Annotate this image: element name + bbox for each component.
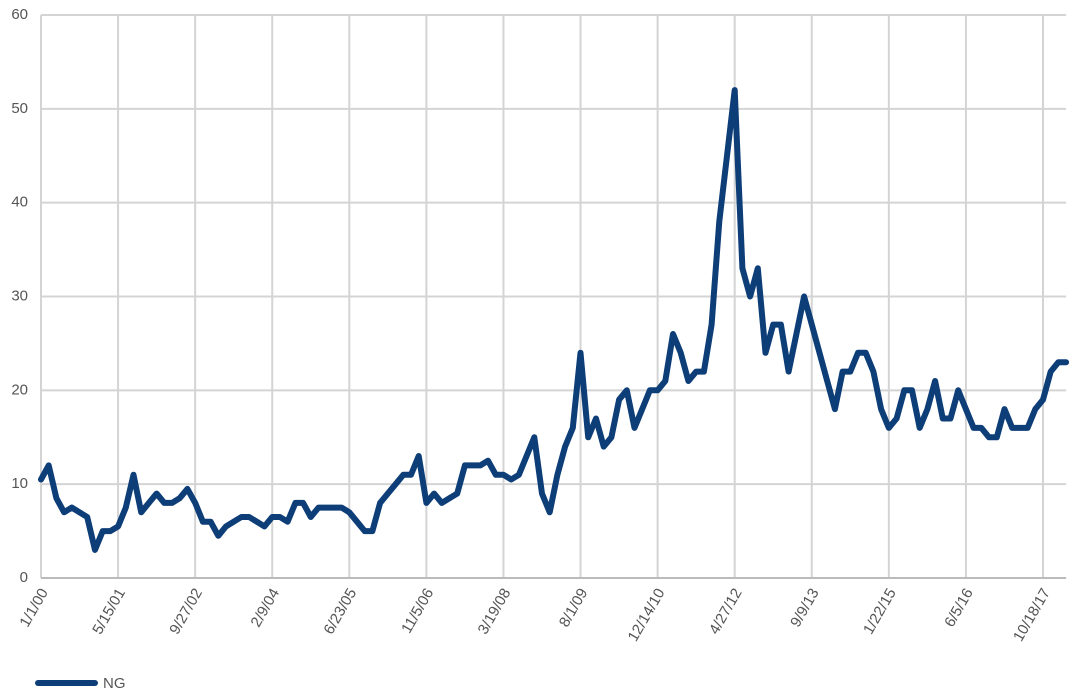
- x-tick-label: 5/15/01: [89, 585, 129, 637]
- legend-label: NG: [103, 675, 126, 692]
- x-tick-label: 11/5/06: [398, 585, 437, 636]
- y-tick-label: 30: [11, 287, 28, 304]
- x-tick-label: 1/22/15: [860, 585, 900, 637]
- y-tick-label: 60: [11, 6, 28, 23]
- data-line: [38, 87, 1070, 553]
- x-tick-label: 6/23/05: [320, 585, 360, 637]
- x-tick-label: 4/27/12: [706, 585, 746, 637]
- x-tick-label: 1/1/00: [16, 585, 52, 630]
- x-tick-label: 2/9/04: [248, 585, 284, 630]
- y-tick-label: 0: [20, 569, 28, 586]
- x-tick-label: 6/5/16: [941, 585, 977, 630]
- y-tick-label: 50: [11, 100, 28, 117]
- x-tick-label: 10/18/17: [1010, 585, 1054, 644]
- x-tick-label: 9/9/13: [787, 585, 823, 630]
- y-tick-label: 40: [11, 194, 28, 211]
- x-tick-label: 12/14/10: [625, 585, 669, 644]
- x-tick-label: 3/19/08: [475, 585, 515, 637]
- y-tick-label: 10: [11, 475, 28, 492]
- x-tick-label: 9/27/02: [166, 585, 206, 637]
- x-tick-label: 8/1/09: [556, 585, 592, 630]
- y-tick-label: 20: [11, 381, 28, 398]
